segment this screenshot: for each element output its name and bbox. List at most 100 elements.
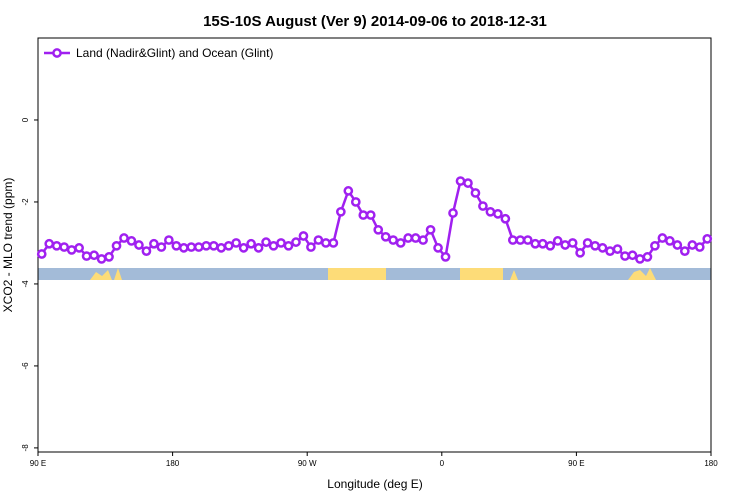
data-point xyxy=(171,240,182,251)
data-point xyxy=(522,235,533,245)
data-point xyxy=(178,243,189,253)
data-point xyxy=(418,235,428,245)
land-band xyxy=(328,268,386,280)
data-point xyxy=(567,238,578,248)
x-tick-label: 90 W xyxy=(298,459,317,468)
legend-marker xyxy=(52,48,62,58)
data-point xyxy=(590,240,600,251)
data-point xyxy=(463,178,473,188)
data-point xyxy=(283,240,294,251)
data-point xyxy=(388,235,399,245)
data-point xyxy=(74,243,84,253)
data-point xyxy=(672,240,683,250)
data-point xyxy=(605,246,615,256)
x-tick-label: 90 E xyxy=(568,459,584,468)
data-point xyxy=(238,243,249,253)
data-point xyxy=(455,176,466,186)
land-band xyxy=(460,268,503,280)
data-point xyxy=(276,238,286,248)
data-point xyxy=(134,240,144,250)
land-band xyxy=(510,270,518,280)
data-point xyxy=(126,236,137,246)
data-point xyxy=(141,246,152,256)
data-point xyxy=(358,210,369,220)
data-point xyxy=(425,224,436,235)
data-point xyxy=(328,238,339,248)
data-point xyxy=(66,245,77,255)
data-point xyxy=(59,242,70,252)
x-tick-label: 0 xyxy=(440,459,445,468)
y-tick-label: 0 xyxy=(21,117,30,122)
data-point xyxy=(687,240,698,250)
chart-title: 15S-10S August (Ver 9) 2014-09-06 to 201… xyxy=(203,13,547,30)
data-point xyxy=(298,231,309,241)
plot-frame xyxy=(37,37,712,453)
data-point xyxy=(119,233,129,243)
data-point xyxy=(575,247,585,258)
x-tick-label: 180 xyxy=(166,459,180,468)
data-point xyxy=(104,252,114,262)
data-point xyxy=(612,244,623,254)
data-point xyxy=(36,249,47,259)
data-point xyxy=(597,243,608,253)
data-point xyxy=(365,210,376,220)
data-point xyxy=(545,240,556,251)
y-tick-label: -6 xyxy=(21,362,30,370)
data-point xyxy=(395,238,406,248)
data-point xyxy=(111,240,122,251)
data-point xyxy=(627,250,638,261)
data-point xyxy=(291,237,301,247)
data-point xyxy=(149,238,159,249)
data-point xyxy=(51,240,62,251)
data-point xyxy=(380,231,391,242)
data-point xyxy=(470,188,481,198)
x-tick-label: 90 E xyxy=(30,459,46,468)
data-point xyxy=(336,206,346,217)
data-point xyxy=(89,250,99,261)
land-band xyxy=(628,268,656,280)
data-point xyxy=(208,240,219,251)
data-point xyxy=(268,240,279,251)
data-point xyxy=(186,242,197,252)
data-point xyxy=(530,238,541,249)
data-point xyxy=(448,208,458,218)
data-point xyxy=(702,234,713,244)
data-point xyxy=(493,208,503,219)
data-point xyxy=(515,235,526,245)
data-point xyxy=(231,238,242,248)
data-point xyxy=(253,243,264,253)
data-point xyxy=(560,240,571,250)
data-point xyxy=(657,233,668,243)
x-tick-label: 180 xyxy=(704,459,718,468)
data-point xyxy=(478,201,488,211)
data-point xyxy=(246,238,256,249)
data-point xyxy=(216,243,227,253)
data-point xyxy=(313,235,324,245)
data-point xyxy=(201,240,212,251)
data-point xyxy=(694,242,705,252)
data-point xyxy=(552,236,563,246)
data-point xyxy=(193,242,204,252)
land-ocean-strip xyxy=(38,268,711,280)
data-point xyxy=(537,238,548,249)
legend-label: Land (Nadir&Glint) and Ocean (Glint) xyxy=(76,46,273,60)
land-band xyxy=(90,270,112,280)
data-point xyxy=(500,213,511,224)
data-point xyxy=(485,206,496,217)
data-point xyxy=(679,246,690,256)
data-point xyxy=(44,238,55,249)
data-point xyxy=(582,238,593,248)
x-axis-label: Longitude (deg E) xyxy=(327,477,422,491)
data-point xyxy=(650,240,660,251)
y-tick-label: -8 xyxy=(21,444,30,452)
data-point xyxy=(343,186,354,196)
data-point xyxy=(635,254,645,264)
data-point xyxy=(440,252,451,262)
data-point xyxy=(507,235,518,245)
data-point xyxy=(156,242,167,252)
data-point xyxy=(350,197,361,207)
data-point xyxy=(306,242,316,252)
data-point xyxy=(164,235,174,245)
data-point xyxy=(642,252,653,262)
